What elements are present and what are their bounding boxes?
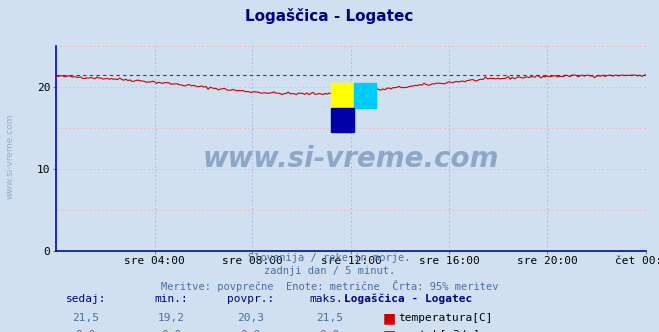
Text: 0,0: 0,0 bbox=[161, 330, 181, 332]
Text: 0,0: 0,0 bbox=[241, 330, 260, 332]
Bar bbox=[331, 108, 354, 132]
Text: pretok[m3/s]: pretok[m3/s] bbox=[399, 330, 480, 332]
Text: zadnji dan / 5 minut.: zadnji dan / 5 minut. bbox=[264, 266, 395, 276]
Text: 20,3: 20,3 bbox=[237, 313, 264, 323]
Text: www.si-vreme.com: www.si-vreme.com bbox=[5, 113, 14, 199]
Bar bbox=[331, 83, 354, 108]
Text: www.si-vreme.com: www.si-vreme.com bbox=[203, 145, 499, 173]
Text: Meritve: povprečne  Enote: metrične  Črta: 95% meritev: Meritve: povprečne Enote: metrične Črta:… bbox=[161, 280, 498, 291]
Text: ■: ■ bbox=[382, 328, 395, 332]
Text: Logaščica - Logatec: Logaščica - Logatec bbox=[245, 8, 414, 24]
Text: min.:: min.: bbox=[154, 294, 188, 304]
Text: 19,2: 19,2 bbox=[158, 313, 185, 323]
Text: ■: ■ bbox=[382, 311, 395, 325]
Text: 0,0: 0,0 bbox=[320, 330, 339, 332]
Text: 21,5: 21,5 bbox=[316, 313, 343, 323]
Text: temperatura[C]: temperatura[C] bbox=[399, 313, 493, 323]
Text: maks.:: maks.: bbox=[309, 294, 350, 304]
Text: Logaščica - Logatec: Logaščica - Logatec bbox=[345, 294, 473, 304]
Bar bbox=[354, 83, 376, 108]
Text: sedaj:: sedaj: bbox=[65, 294, 106, 304]
Text: povpr.:: povpr.: bbox=[227, 294, 274, 304]
Text: 21,5: 21,5 bbox=[72, 313, 99, 323]
Text: Slovenija / reke in morje.: Slovenija / reke in morje. bbox=[248, 253, 411, 263]
Text: 0,0: 0,0 bbox=[76, 330, 96, 332]
